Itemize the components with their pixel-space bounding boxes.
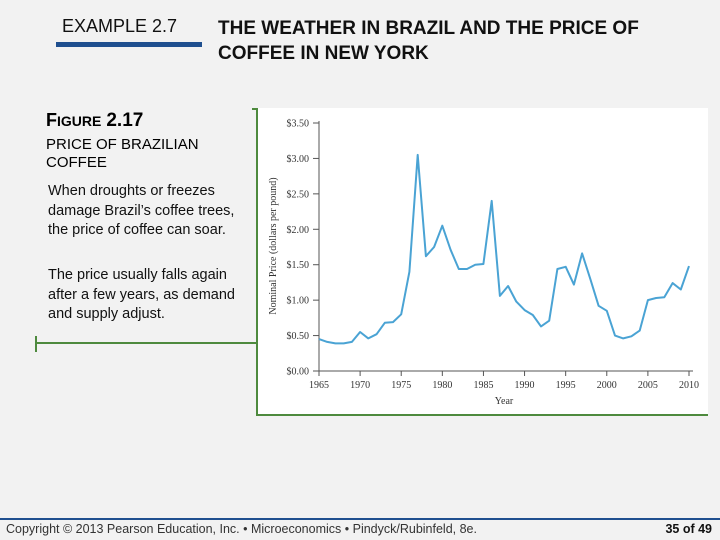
y-tick-label: $1.50 — [287, 260, 310, 271]
example-label: EXAMPLE 2.7 — [62, 16, 178, 36]
y-tick-label: $2.50 — [287, 189, 310, 200]
y-tick-label: $3.00 — [287, 154, 310, 165]
figure-paragraph-2: The price usually falls again after a fe… — [48, 267, 235, 322]
x-tick-label: 2005 — [638, 380, 658, 391]
x-tick-label: 1980 — [432, 380, 452, 391]
slide-title-line-2: COFFEE IN NEW YORK — [218, 43, 429, 64]
x-tick-label: 1985 — [473, 380, 493, 391]
figure-title-line-2: COFFEE — [46, 154, 107, 171]
y-tick-label: $3.50 — [287, 119, 310, 130]
figure-title: PRICE OF BRAZILIAN COFFEE — [46, 136, 246, 172]
price-chart: Nominal Price (dollars per pound) Year $… — [268, 119, 699, 408]
slide-title: THE WEATHER IN BRAZIL AND THE PRICE OF C… — [218, 16, 639, 66]
price-series-line — [318, 153, 690, 345]
x-tick-label: 1970 — [350, 380, 370, 391]
chart-frame: Nominal Price (dollars per pound) Year $… — [258, 108, 708, 414]
green-line-vertical — [256, 108, 258, 416]
x-tick-label: 1965 — [309, 380, 329, 391]
y-axis-title: Nominal Price (dollars per pound) — [268, 177, 279, 314]
x-tick-label: 2010 — [679, 380, 699, 391]
slide-title-line-1: THE WEATHER IN BRAZIL AND THE PRICE OF — [218, 18, 639, 39]
y-tick-label: $2.00 — [287, 225, 310, 236]
figure-number: 2.17 — [106, 110, 144, 131]
x-tick-label: 2000 — [597, 380, 617, 391]
x-axis-title: Year — [495, 396, 514, 407]
footer-copyright: Copyright © 2013 Pearson Education, Inc.… — [6, 522, 477, 536]
footer-rule — [0, 518, 720, 520]
green-line-horizontal — [36, 342, 258, 344]
example-rule — [56, 42, 202, 47]
y-tick-label: $1.00 — [287, 296, 310, 307]
x-tick-label: 1990 — [515, 380, 535, 391]
figure-label-first: F — [46, 110, 57, 130]
green-line-bottom — [256, 414, 708, 416]
footer-page-number: 35 of 49 — [665, 522, 712, 536]
figure-label-rest: IGURE — [57, 113, 102, 129]
x-tick-label: 1995 — [556, 380, 576, 391]
x-tick-label: 1975 — [391, 380, 411, 391]
y-tick-label: $0.00 — [287, 367, 310, 378]
green-line-left-tick — [35, 336, 37, 352]
y-tick-label: $0.50 — [287, 331, 310, 342]
figure-paragraph-1: When droughts or freezes damage Brazil’s… — [48, 183, 235, 238]
figure-title-line-1: PRICE OF BRAZILIAN — [46, 136, 199, 153]
figure-label: FIGURE 2.17 — [46, 110, 143, 132]
